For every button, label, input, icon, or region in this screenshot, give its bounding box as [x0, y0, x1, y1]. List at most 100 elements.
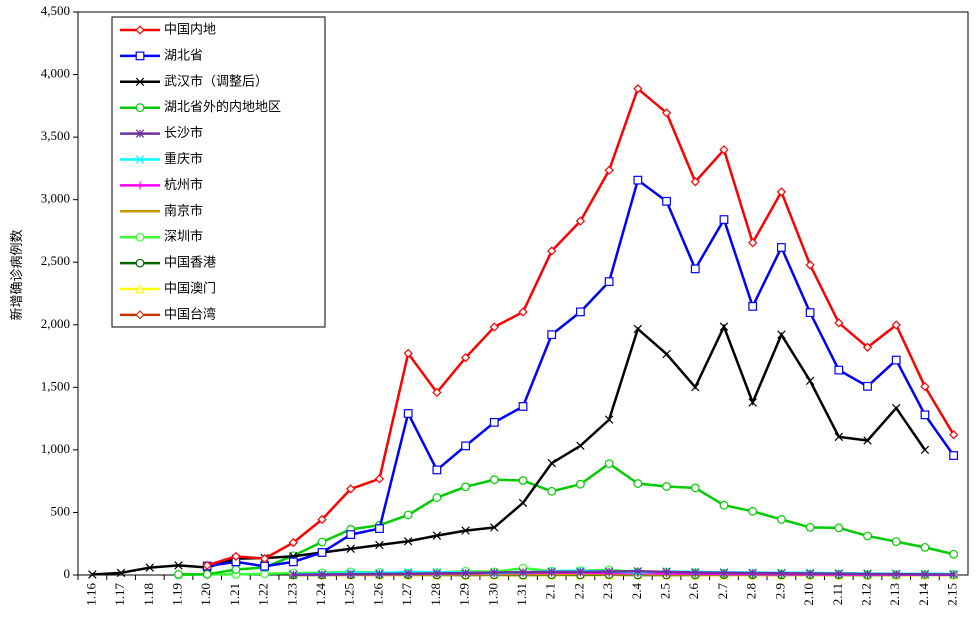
legend-box — [112, 17, 325, 327]
marker — [136, 233, 144, 241]
marker — [136, 52, 144, 60]
marker — [136, 259, 144, 267]
marker — [806, 524, 814, 532]
marker — [921, 446, 929, 454]
x-tick-label: 1.28 — [428, 583, 443, 606]
marker — [806, 309, 814, 317]
legend-label: 长沙市 — [164, 125, 203, 141]
marker — [778, 516, 786, 524]
x-tick-label: 2.13 — [887, 583, 902, 606]
marker — [290, 558, 298, 566]
marker — [548, 488, 556, 496]
x-tick-label: 2.6 — [686, 583, 701, 600]
marker — [778, 244, 786, 252]
marker — [577, 308, 585, 316]
marker — [892, 538, 900, 546]
marker — [950, 452, 958, 460]
marker — [404, 511, 412, 519]
marker — [318, 538, 326, 546]
marker — [835, 524, 843, 532]
marker — [835, 366, 843, 374]
marker — [548, 331, 556, 339]
marker — [261, 562, 269, 570]
marker — [548, 459, 556, 467]
marker — [892, 404, 900, 412]
marker — [605, 278, 613, 286]
y-tick-label: 3,000 — [41, 191, 70, 206]
x-tick-label: 2.2 — [571, 583, 586, 599]
marker — [921, 411, 929, 419]
x-tick-label: 1.25 — [342, 583, 357, 606]
x-tick-label: 1.17 — [112, 583, 127, 606]
marker — [347, 531, 355, 539]
marker — [749, 303, 757, 311]
y-tick-label: 2,000 — [41, 316, 70, 331]
marker — [864, 383, 872, 391]
x-tick-label: 1.30 — [485, 583, 500, 606]
marker — [691, 484, 699, 492]
marker — [634, 176, 642, 184]
y-tick-label: 1,000 — [41, 441, 70, 456]
marker — [663, 350, 671, 358]
x-tick-label: 2.8 — [744, 583, 759, 599]
marker — [605, 460, 613, 468]
marker — [864, 532, 872, 540]
marker — [203, 571, 211, 579]
marker — [175, 571, 183, 579]
marker — [663, 197, 671, 205]
y-axis-label: 新增确诊病例数 — [9, 229, 24, 320]
x-tick-label: 1.29 — [457, 583, 472, 606]
marker — [921, 544, 929, 552]
marker — [433, 494, 441, 502]
marker — [462, 483, 470, 491]
marker — [519, 499, 527, 507]
x-tick-label: 2.1 — [543, 583, 558, 599]
x-tick-label: 1.22 — [256, 583, 271, 606]
marker — [720, 501, 728, 509]
x-tick-label: 2.4 — [629, 583, 644, 600]
x-tick-label: 1.27 — [399, 583, 414, 606]
marker — [519, 403, 527, 411]
marker — [462, 442, 470, 450]
marker — [376, 525, 384, 533]
marker — [950, 550, 958, 558]
legend-label: 中国内地 — [164, 22, 216, 38]
marker — [634, 480, 642, 488]
series — [89, 323, 929, 578]
legend-label: 杭州市 — [164, 177, 203, 193]
marker — [663, 483, 671, 491]
marker — [433, 466, 441, 474]
x-tick-label: 1.21 — [227, 583, 242, 606]
y-tick-label: 1,500 — [41, 378, 70, 393]
x-tick-label: 1.24 — [313, 583, 328, 606]
x-tick-label: 2.7 — [715, 583, 730, 600]
legend-label: 深圳市 — [164, 229, 203, 245]
marker — [404, 410, 412, 418]
x-tick-label: 2.3 — [600, 583, 615, 599]
x-tick-label: 2.15 — [945, 583, 960, 606]
legend-label: 中国香港 — [164, 256, 216, 271]
marker — [519, 477, 527, 485]
y-tick-label: 4,000 — [41, 66, 70, 81]
x-tick-label: 2.10 — [801, 583, 816, 606]
x-tick-label: 2.11 — [830, 583, 845, 605]
x-tick-label: 1.31 — [514, 583, 529, 606]
marker — [749, 508, 757, 516]
y-tick-label: 2,500 — [41, 253, 70, 268]
x-tick-label: 2.14 — [916, 583, 931, 606]
series-line — [92, 327, 925, 575]
marker — [577, 480, 585, 488]
marker — [720, 216, 728, 224]
legend-label: 南京市 — [164, 203, 203, 219]
x-tick-label: 2.5 — [658, 583, 673, 599]
marker — [490, 419, 498, 427]
legend-label: 重庆市 — [164, 151, 203, 167]
legend-label: 湖北省 — [164, 48, 203, 63]
marker — [232, 566, 240, 574]
legend-label: 武汉市（调整后） — [164, 73, 268, 89]
x-tick-label: 1.20 — [198, 583, 213, 606]
marker — [577, 442, 585, 450]
marker — [490, 476, 498, 484]
